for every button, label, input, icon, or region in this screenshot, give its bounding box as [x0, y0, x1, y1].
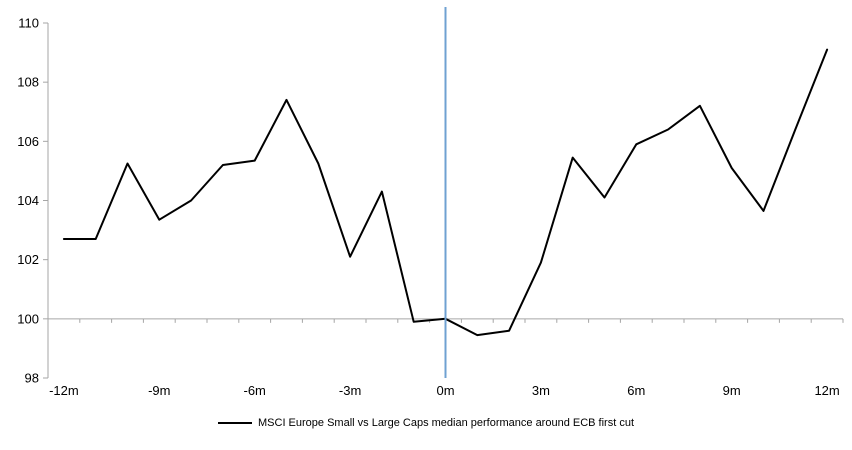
legend-line-swatch [218, 422, 252, 424]
x-tick-label: -9m [148, 383, 170, 398]
x-tick-label: -6m [244, 383, 266, 398]
legend: MSCI Europe Small vs Large Caps median p… [0, 413, 852, 433]
x-tick-label: 3m [532, 383, 550, 398]
x-tick-label: 9m [723, 383, 741, 398]
y-tick-label: 102 [17, 252, 39, 267]
x-tick-label: 0m [436, 383, 454, 398]
legend-label: MSCI Europe Small vs Large Caps median p… [258, 417, 634, 429]
y-tick-label: 108 [17, 75, 39, 90]
y-tick-label: 98 [25, 371, 39, 386]
y-tick-label: 106 [17, 134, 39, 149]
y-axis: 98 100 102 104 106 108 110 [17, 16, 49, 386]
y-tick-label: 110 [18, 16, 39, 31]
y-tick-label: 104 [17, 193, 39, 208]
x-tick-label: -3m [339, 383, 361, 398]
y-tick-label: 100 [17, 311, 39, 326]
x-tick-label: 12m [814, 383, 839, 398]
x-tick-label: 6m [627, 383, 645, 398]
x-tick-label: -12m [49, 383, 79, 398]
